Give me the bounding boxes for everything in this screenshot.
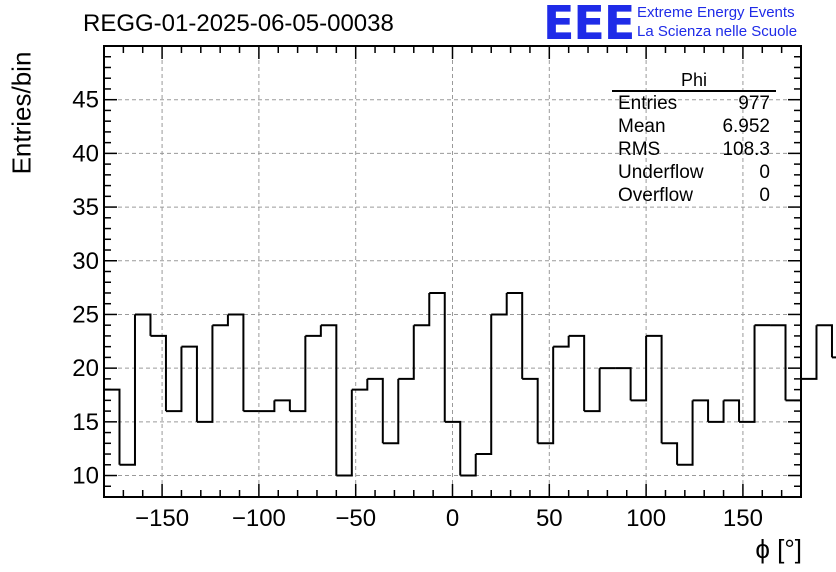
- histogram-bin: [212, 314, 229, 327]
- x-tick-label: −150: [135, 505, 189, 532]
- histogram-bin: [506, 291, 524, 379]
- x-axis-label: ϕ [°]: [755, 534, 802, 564]
- chart-title: REGG-01-2025-06-05-00038: [83, 10, 394, 37]
- histogram-bin: [196, 325, 214, 423]
- histogram-bin: [320, 324, 338, 476]
- histogram-bin: [630, 335, 648, 402]
- histogram-bin: [553, 335, 570, 348]
- histogram-bin: [584, 368, 601, 413]
- stats-row-overflow: Overflow 0: [612, 184, 776, 207]
- histogram-bin: [336, 389, 353, 477]
- logo-line-1: Extreme Energy Events: [637, 4, 795, 21]
- stats-label: Overflow: [618, 185, 693, 206]
- histogram-bin: [475, 314, 493, 456]
- histogram-bin: [646, 334, 663, 444]
- histogram-bars: [103, 291, 836, 497]
- histogram-bin: [692, 399, 710, 422]
- histogram-bin: [351, 378, 369, 391]
- histogram-bin: [429, 291, 446, 422]
- stats-label: RMS: [618, 139, 661, 160]
- logo-line-2: La Scienza nelle Scuole: [637, 23, 798, 40]
- x-tick-label: −50: [335, 505, 376, 532]
- histogram-bin: [739, 325, 756, 423]
- x-tick-label: 0: [446, 505, 459, 532]
- y-tick-label: 45: [72, 87, 99, 114]
- logo-caption: Extreme Energy Events La Scienza nelle S…: [637, 3, 797, 41]
- stats-row-entries: Entries 977: [612, 92, 776, 115]
- histogram-bin: [677, 400, 694, 466]
- stats-row-rms: RMS 108.3: [612, 138, 776, 161]
- y-tick-label: 40: [72, 140, 99, 167]
- histogram-bin: [165, 346, 183, 413]
- stats-label: Mean: [618, 116, 666, 137]
- histogram-bin: [723, 399, 741, 422]
- histogram-bin: [460, 454, 477, 477]
- histogram-bin: [289, 335, 307, 413]
- y-tick-label: 25: [72, 301, 99, 328]
- histogram-bin: [382, 378, 400, 445]
- y-tick-label: 30: [72, 248, 99, 275]
- histogram-bin: [708, 400, 725, 423]
- histogram-bin: [227, 313, 245, 412]
- y-axis-label: Entries/bin: [6, 51, 37, 175]
- histogram-bin: [491, 292, 508, 316]
- histogram-bin: [801, 325, 818, 380]
- stats-box: Phi Entries 977 Mean 6.952 RMS 108.3 Und…: [612, 70, 776, 207]
- y-tick-label: 35: [72, 194, 99, 221]
- histogram-bin: [522, 377, 539, 444]
- x-tick-label: 50: [536, 505, 563, 532]
- x-tick-label: 150: [723, 505, 763, 532]
- histogram-bin: [134, 313, 152, 336]
- histogram-bin: [181, 345, 198, 422]
- histogram-bin: [568, 334, 586, 412]
- histogram-bin: [615, 367, 632, 401]
- histogram-bin: [305, 325, 322, 337]
- stats-row-underflow: Underflow 0: [612, 161, 776, 184]
- stats-label: Entries: [618, 93, 678, 114]
- stats-value: 0: [759, 162, 770, 183]
- y-axis: 10 15 20 25 30 35 40 45: [72, 55, 801, 490]
- x-tick-label: −100: [232, 505, 286, 532]
- histogram-bin: [398, 325, 415, 380]
- y-tick-label: 20: [72, 355, 99, 382]
- stats-value: 108.3: [722, 139, 770, 160]
- histogram-bin: [770, 324, 787, 401]
- histogram-bin: [537, 346, 555, 445]
- y-tick-label: 15: [72, 409, 99, 436]
- y-tick-label: 10: [72, 463, 99, 490]
- stats-value: 977: [738, 93, 770, 114]
- stats-label: Underflow: [618, 162, 704, 183]
- stats-box-title: Phi: [612, 70, 776, 92]
- histogram-bin: [150, 334, 167, 412]
- x-tick-label: 100: [626, 505, 666, 532]
- histogram-bin: [413, 292, 431, 327]
- stats-value: 0: [759, 185, 770, 206]
- stats-value: 6.952: [722, 116, 770, 137]
- histogram-bin: [274, 399, 291, 412]
- histogram-bin: [258, 400, 276, 413]
- x-axis: −150 −100 −50 0 50 100 150: [103, 46, 802, 532]
- histogram-bin: [444, 420, 462, 476]
- histogram-bin: [119, 314, 136, 466]
- histogram-bin: [367, 377, 384, 444]
- histogram-bin: [661, 442, 679, 465]
- eee-logo-icon: EEE: [543, 0, 635, 50]
- grid-lines: [104, 46, 801, 497]
- stats-row-mean: Mean 6.952: [612, 115, 776, 138]
- histogram-bin: [816, 324, 833, 358]
